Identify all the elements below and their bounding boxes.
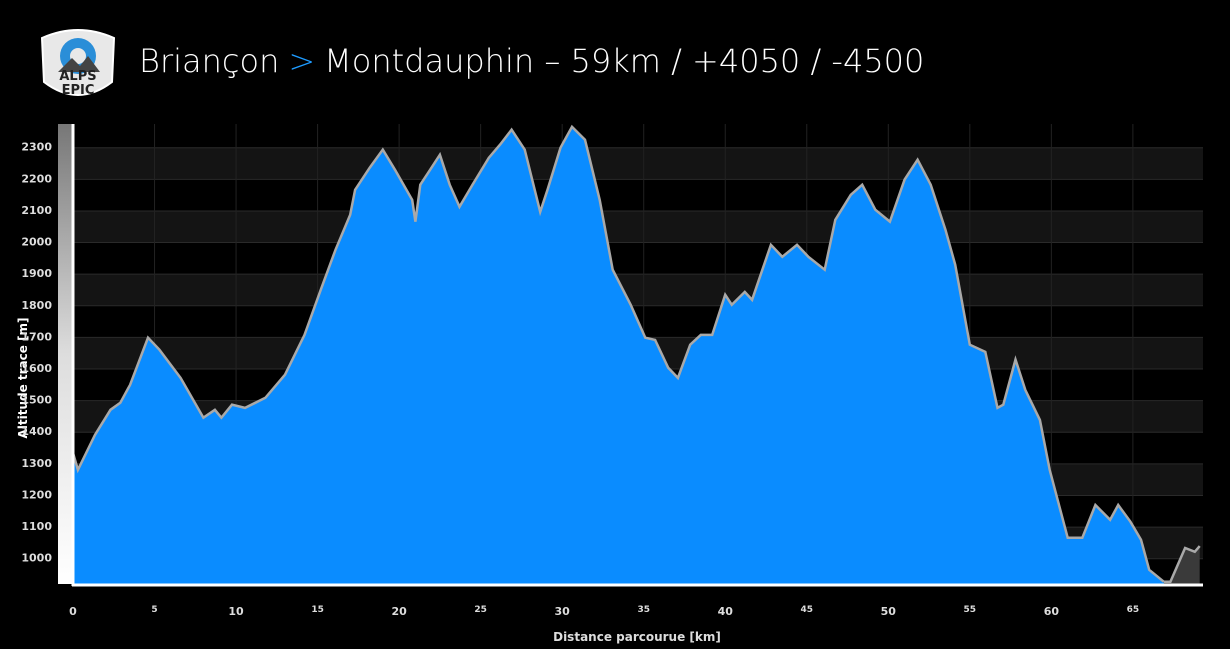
y-tick-label: 1100 (21, 520, 52, 533)
x-tick-label: 0 (69, 605, 77, 618)
title-part: Briançon (139, 42, 279, 80)
plot (71, 124, 1203, 585)
y-axis-band (58, 124, 73, 584)
grid-band (73, 242, 1203, 275)
grid-band (73, 124, 1203, 148)
x-tick-label: 25 (474, 605, 487, 615)
x-axis-label: Distance parcourue [km] (553, 630, 721, 644)
profile-line (1163, 545, 1201, 584)
x-tick-label: 20 (391, 605, 407, 618)
y-tick-label: 2300 (21, 141, 52, 154)
logo: ALPS EPIC (40, 29, 116, 98)
y-tick-label: 1200 (21, 488, 52, 501)
grid-band (73, 179, 1203, 211)
logo-text: EPIC (62, 83, 95, 98)
x-tick-label: 60 (1044, 605, 1060, 618)
x-tick-label: 50 (881, 605, 897, 618)
title-separator: > (288, 42, 315, 80)
grid-band (73, 274, 1203, 306)
x-tick-label: 45 (801, 605, 814, 615)
area-fill (73, 126, 1164, 585)
y-tick-label: 2100 (21, 204, 52, 217)
x-tick-label: 35 (637, 605, 650, 615)
x-tick-label: 65 (1127, 605, 1140, 615)
title-part: Montdauphin – 59km / +4050 / -4500 (324, 42, 924, 80)
y-tick-label: 1800 (21, 299, 52, 312)
y-axis-label: Altitude trace [m] (16, 317, 30, 438)
profile-line (71, 124, 1165, 583)
grid-band (73, 147, 1203, 180)
x-tick-label: 30 (555, 605, 571, 618)
logo-mountain (58, 56, 100, 72)
y-tick-label: 1900 (21, 267, 52, 280)
x-tick-label: 5 (151, 605, 157, 615)
area-fill (1163, 546, 1200, 584)
x-tick-label: 55 (964, 605, 977, 615)
y-tick-label: 2200 (21, 172, 52, 185)
y-tick-label: 1400 (21, 425, 52, 438)
y-tick-label: 1700 (21, 330, 52, 343)
y-tick-label: 1500 (21, 394, 52, 407)
y-tick-label: 1000 (21, 552, 52, 565)
y-tick-label: 1600 (21, 362, 52, 375)
logo-text: ALPS (59, 69, 96, 84)
y-tick-label: 2000 (21, 236, 52, 249)
chart-title: Briançon > Montdauphin – 59km / +4050 / -4… (139, 42, 924, 80)
x-tick-label: 40 (718, 605, 734, 618)
x-tick-label: 10 (228, 605, 244, 618)
grid-band (73, 210, 1203, 243)
x-tick-label: 15 (311, 605, 324, 615)
y-tick-label: 1300 (21, 457, 52, 470)
